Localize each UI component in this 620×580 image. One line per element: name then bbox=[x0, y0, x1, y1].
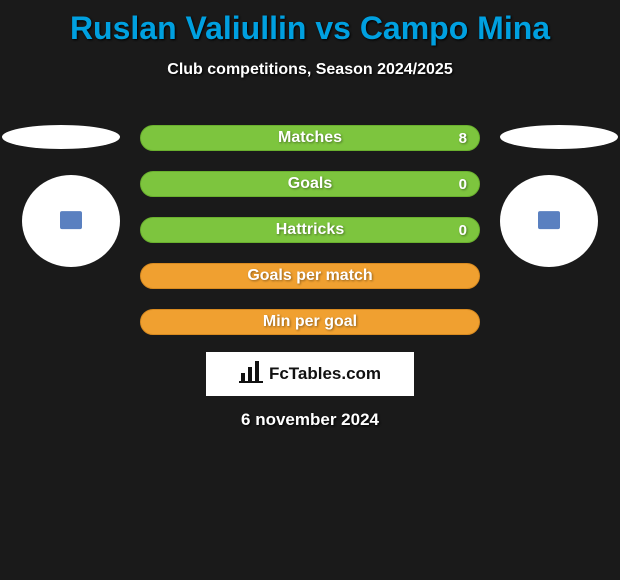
shield-icon bbox=[538, 211, 560, 229]
source-logo: FcTables.com bbox=[206, 352, 414, 396]
stat-label: Goals bbox=[141, 175, 479, 193]
stat-row-matches: Matches 8 bbox=[140, 125, 480, 151]
stat-label: Matches bbox=[141, 129, 479, 147]
stat-row-hattricks: Hattricks 0 bbox=[140, 217, 480, 243]
stat-label: Min per goal bbox=[141, 313, 479, 331]
player-right-badge bbox=[500, 175, 598, 267]
player-left-badge bbox=[22, 175, 120, 267]
page-subtitle: Club competitions, Season 2024/2025 bbox=[0, 61, 620, 79]
stat-label: Goals per match bbox=[141, 267, 479, 285]
stat-right-value: 0 bbox=[459, 176, 467, 193]
shield-icon bbox=[60, 211, 82, 229]
comparison-card: Ruslan Valiullin vs Campo Mina Club comp… bbox=[0, 0, 620, 580]
stat-row-goals: Goals 0 bbox=[140, 171, 480, 197]
stat-row-min-per-goal: Min per goal bbox=[140, 309, 480, 335]
player-left-ellipse bbox=[2, 125, 120, 149]
stat-right-value: 8 bbox=[459, 130, 467, 147]
page-title: Ruslan Valiullin vs Campo Mina bbox=[0, 0, 620, 47]
bar-chart-icon bbox=[239, 361, 263, 388]
stats-list: Matches 8 Goals 0 Hattricks 0 Goals per … bbox=[140, 125, 480, 355]
source-logo-text: FcTables.com bbox=[269, 364, 381, 384]
stat-row-goals-per-match: Goals per match bbox=[140, 263, 480, 289]
snapshot-date: 6 november 2024 bbox=[0, 410, 620, 430]
stat-label: Hattricks bbox=[141, 221, 479, 239]
player-right-ellipse bbox=[500, 125, 618, 149]
stat-right-value: 0 bbox=[459, 222, 467, 239]
